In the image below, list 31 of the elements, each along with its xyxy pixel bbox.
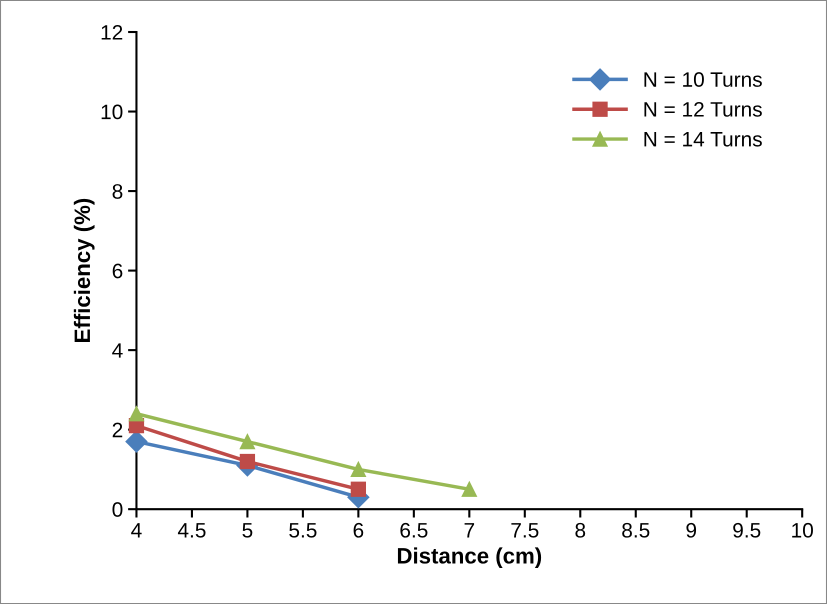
y-tick-label: 6 xyxy=(112,264,122,278)
point xyxy=(350,462,366,478)
x-tick-label: 4.5 xyxy=(178,523,206,538)
x-axis-title: Distance (cm) xyxy=(398,547,542,568)
x-tick-label: 5.5 xyxy=(289,523,316,538)
x-tick-label: 4 xyxy=(131,523,142,538)
x-tick-label: 9 xyxy=(686,522,696,538)
y-tick-label: 8 xyxy=(112,184,122,199)
y-tick-label: 10 xyxy=(102,104,122,120)
x-tick-label: 9.5 xyxy=(733,522,760,538)
x-tick-label: 7 xyxy=(464,523,474,538)
y-tick-label: 0 xyxy=(112,502,122,517)
x-tick-label: 5 xyxy=(242,523,252,538)
y-axis-title: Efficiency (%) xyxy=(74,198,95,342)
legend-label: N = 14 Turns xyxy=(644,132,762,147)
point xyxy=(350,482,366,497)
point xyxy=(240,454,256,470)
point xyxy=(240,434,256,450)
x-tick-label: 10 xyxy=(792,522,813,538)
x-tick-label: 6 xyxy=(354,522,364,538)
x-tick-label: 8 xyxy=(575,522,586,538)
legend-label: N = 12 Turns xyxy=(644,102,762,117)
x-tick-label: 8.5 xyxy=(622,522,650,538)
point xyxy=(128,406,144,422)
point xyxy=(462,482,477,497)
legend-label: N = 10 Turns xyxy=(644,72,762,87)
y-tick-label: 4 xyxy=(112,343,123,358)
x-tick-label: 6.5 xyxy=(400,522,428,538)
y-tick-label: 2 xyxy=(112,422,122,438)
x-tick-label: 7.5 xyxy=(511,523,538,538)
y-tick-label: 12 xyxy=(102,25,122,40)
